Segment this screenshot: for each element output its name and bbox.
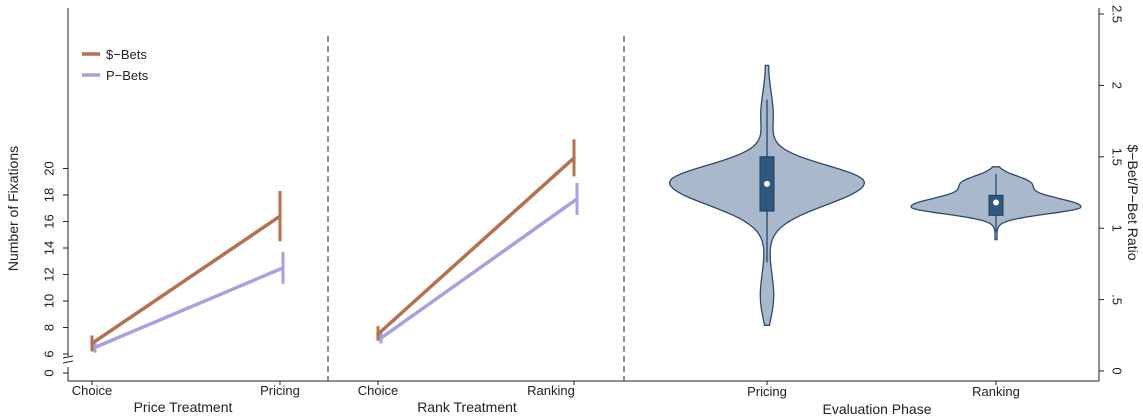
marks-layer [90,64,1082,353]
axes-layer: 0 6 8 10 12 14 16 18 20 0 .5 1 1.5 2 2.5 [42,5,1125,385]
rank-panel-title: Rank Treatment [417,399,517,415]
rank-category-label-ranking: Ranking [527,383,575,398]
y-axis-title-right: $−Bet/P−Bet Ratio [1125,145,1141,261]
y-tick-label-8: 8 [42,324,57,331]
rank-p-bets-line [379,197,579,340]
price-category-label-choice: Choice [72,383,112,398]
y-tick-label-6: 6 [42,350,57,357]
price-p-bets-line [93,266,285,350]
y-tick-label-20: 20 [42,161,57,175]
y-tick-label-10: 10 [42,294,57,308]
rank-dollar-bets-line [376,156,576,336]
price-dollar-bets-line [90,214,282,346]
price-panel-title: Price Treatment [134,399,233,415]
axis-break-mark-top [62,355,74,359]
y-tick-label-12: 12 [42,267,57,281]
legend-label-p-bets: P−Bets [106,68,149,83]
violin-median-pricing [764,180,770,187]
ratio-tick-label-2: 1 [1110,225,1125,232]
ratio-tick-label-5: 2.5 [1110,5,1125,23]
y-tick-label-18: 18 [42,188,57,202]
axis-break-mark-bottom [62,360,74,364]
violin-category-label-ranking: Ranking [972,384,1020,399]
ratio-tick-label-1: .5 [1110,294,1125,305]
violin-panel-title: Evaluation Phase [823,401,932,417]
y-axis-title-left: Number of Fixations [5,146,21,271]
ratio-tick-label-3: 1.5 [1110,148,1125,166]
labels-layer: Number of Fixations $−Bet/P−Bet Ratio Choi… [5,47,1141,417]
violin-category-label-pricing: Pricing [747,384,787,399]
price-category-label-pricing: Pricing [260,383,300,398]
y-tick-label-14: 14 [42,241,57,255]
y-tick-label-16: 16 [42,214,57,228]
violin-median-ranking [993,199,999,206]
ratio-tick-label-4: 2 [1110,82,1125,89]
y-tick-label-0: 0 [42,369,57,376]
legend-label-dollar-bets: $−Bets [106,47,147,62]
rank-category-label-choice: Choice [358,383,398,398]
ratio-tick-label-0: 0 [1110,367,1125,374]
